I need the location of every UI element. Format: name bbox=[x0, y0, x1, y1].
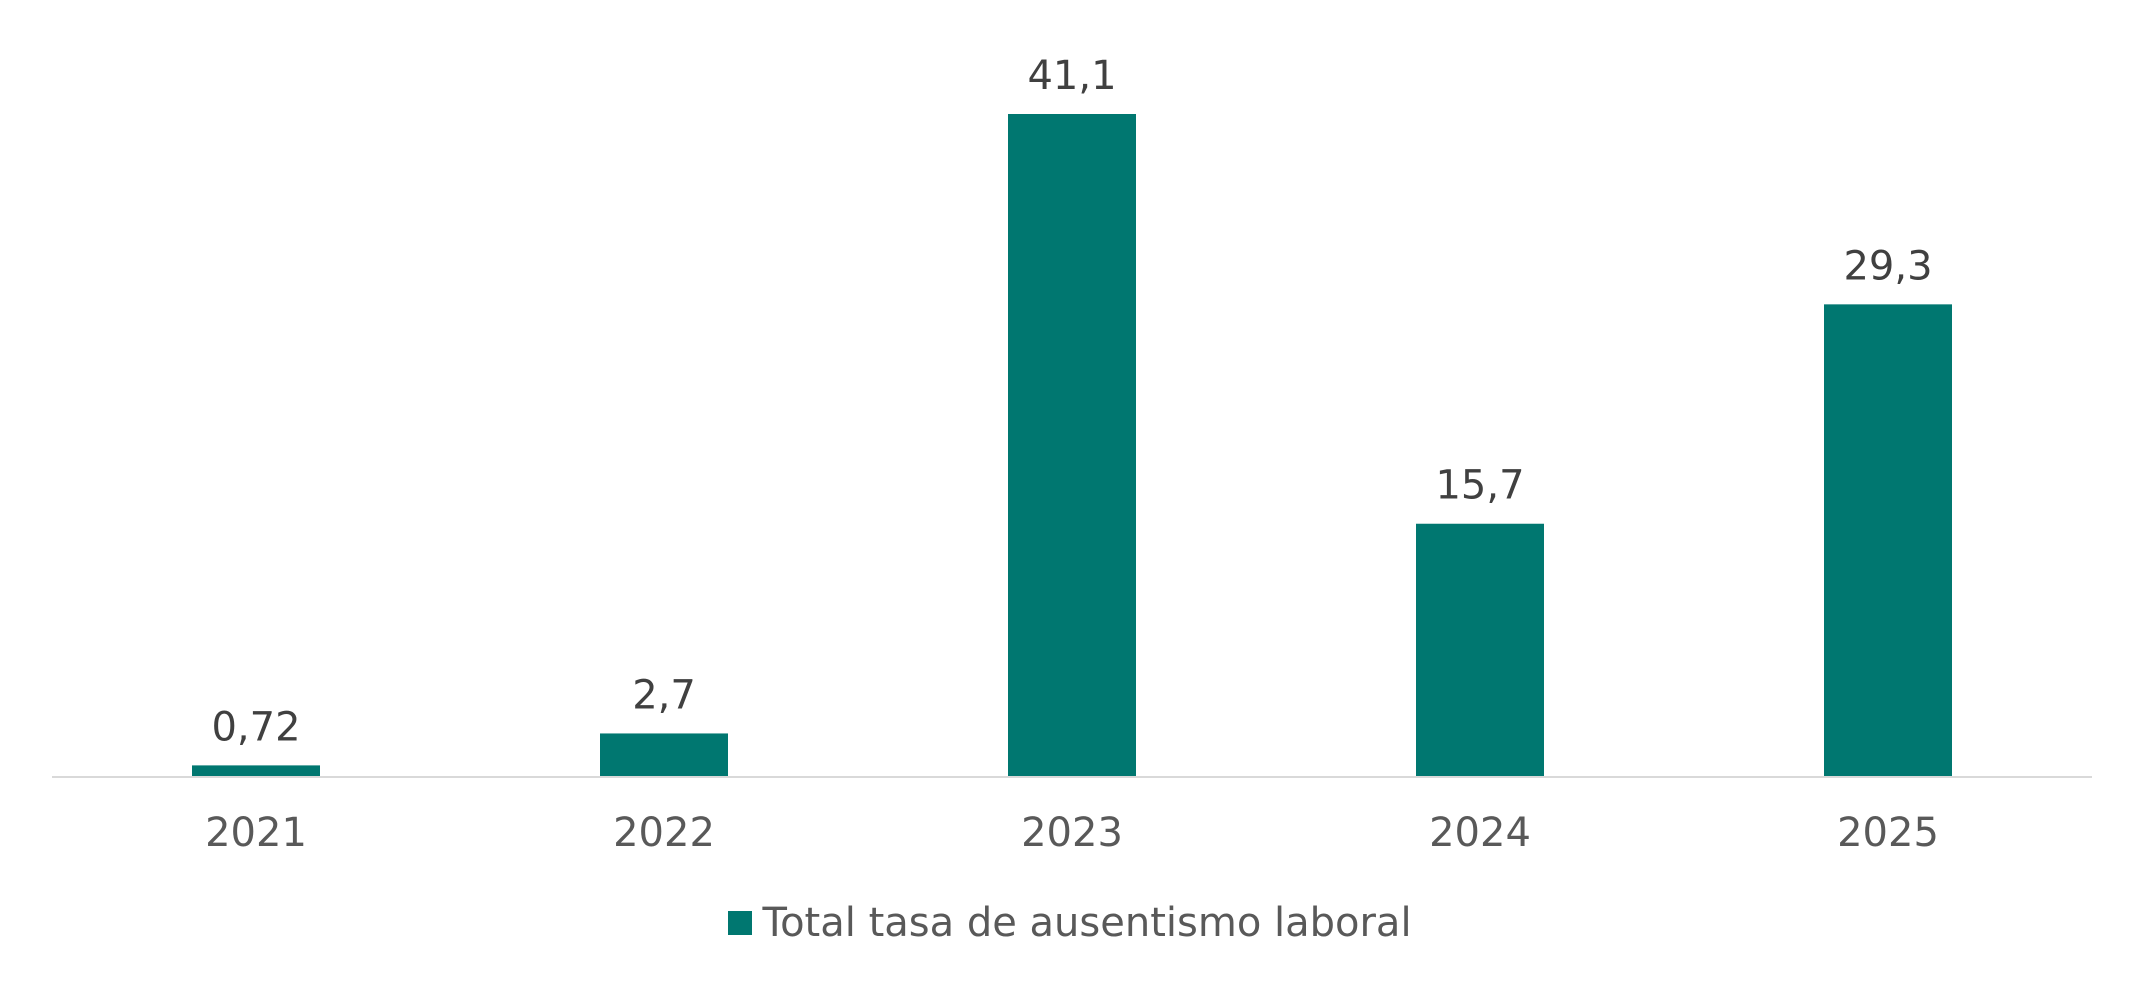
x-tick-labels-group: 2021 2022 2023 2024 2025 bbox=[205, 810, 1939, 856]
bars-group bbox=[192, 114, 1952, 777]
x-tick-label-2022: 2022 bbox=[613, 810, 715, 856]
legend: Total tasa de ausentismo laboral bbox=[0, 900, 2140, 946]
legend-swatch bbox=[728, 911, 753, 935]
x-tick-label-2023: 2023 bbox=[1021, 810, 1123, 856]
data-label-2025: 29,3 bbox=[1843, 243, 1932, 289]
x-tick-label-2021: 2021 bbox=[205, 810, 307, 856]
x-tick-label-2024: 2024 bbox=[1429, 810, 1531, 856]
bar-2022 bbox=[600, 733, 728, 777]
bar-2024 bbox=[1416, 523, 1544, 777]
x-tick-label-2025: 2025 bbox=[1837, 810, 1939, 856]
data-label-2023: 41,1 bbox=[1027, 53, 1116, 99]
data-label-2024: 15,7 bbox=[1435, 463, 1524, 509]
data-label-2021: 0,72 bbox=[211, 704, 300, 750]
bar-2021 bbox=[192, 765, 320, 777]
bar-2023 bbox=[1008, 114, 1136, 777]
legend-label: Total tasa de ausentismo laboral bbox=[762, 900, 1412, 946]
data-labels-group: 0,72 2,7 41,1 15,7 29,3 bbox=[211, 53, 1932, 750]
data-label-2022: 2,7 bbox=[632, 672, 696, 718]
bar-2025 bbox=[1824, 304, 1952, 777]
